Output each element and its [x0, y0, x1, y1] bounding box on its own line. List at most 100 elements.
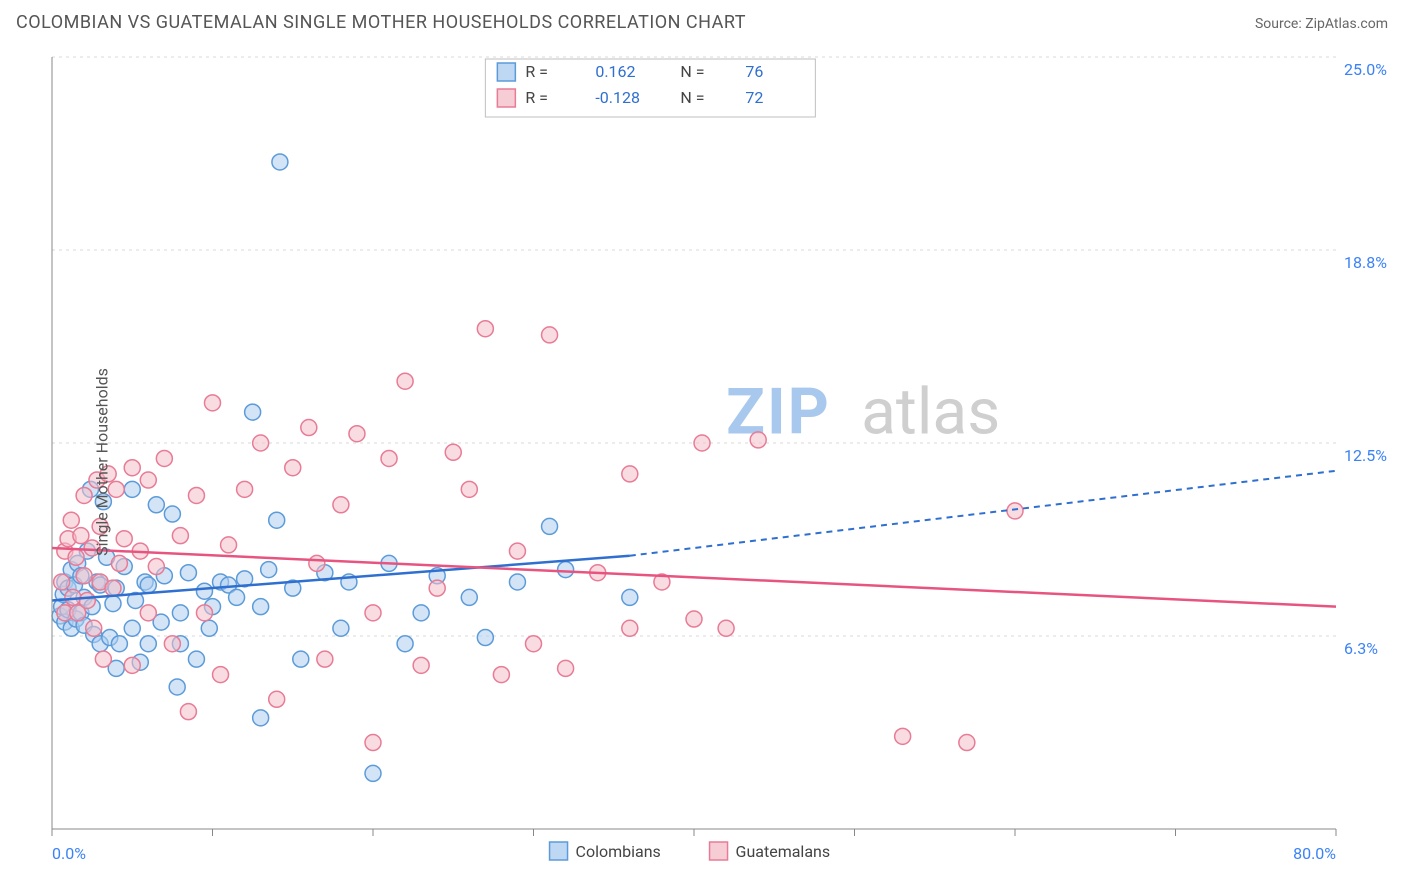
data-point — [413, 657, 429, 673]
data-point — [76, 487, 92, 503]
data-point — [694, 435, 710, 451]
data-point — [253, 710, 269, 726]
data-point — [1007, 503, 1023, 519]
data-point — [180, 704, 196, 720]
data-point — [493, 667, 509, 683]
regression-line-extension — [630, 471, 1336, 556]
data-point — [140, 472, 156, 488]
data-point — [333, 620, 349, 636]
data-point — [895, 728, 911, 744]
data-point — [285, 460, 301, 476]
legend-r-value: 0.162 — [595, 62, 635, 81]
bottom-legend-label: Guatemalans — [736, 842, 831, 861]
chart-container: Single Mother Households 6.3%12.5%18.8%2… — [0, 37, 1406, 887]
data-point — [686, 611, 702, 627]
data-point — [253, 435, 269, 451]
scatter-chart: 6.3%12.5%18.8%25.0%ZIPatlas0.0%80.0%R =0… — [0, 37, 1406, 887]
data-point — [293, 651, 309, 667]
data-point — [269, 691, 285, 707]
data-point — [542, 327, 558, 343]
data-point — [365, 765, 381, 781]
legend-r-value: -0.128 — [595, 88, 640, 107]
data-point — [172, 605, 188, 621]
data-point — [622, 589, 638, 605]
data-point — [140, 636, 156, 652]
data-point — [180, 565, 196, 581]
source-label: Source: ZipAtlas.com — [1255, 16, 1388, 32]
data-point — [196, 583, 212, 599]
legend-n-label: N = — [680, 62, 704, 81]
bottom-legend-label: Colombians — [576, 842, 661, 861]
data-point — [86, 620, 102, 636]
data-point — [111, 555, 127, 571]
x-min-label: 0.0% — [52, 844, 86, 863]
data-point — [140, 577, 156, 593]
data-point — [111, 636, 127, 652]
legend-n-value: 76 — [745, 62, 763, 81]
data-point — [477, 630, 493, 646]
data-point — [413, 605, 429, 621]
data-point — [269, 512, 285, 528]
data-point — [140, 605, 156, 621]
data-point — [124, 481, 140, 497]
bottom-legend-swatch — [710, 842, 728, 860]
data-point — [229, 589, 245, 605]
data-point — [397, 373, 413, 389]
data-point — [245, 404, 261, 420]
data-point — [124, 657, 140, 673]
data-point — [116, 531, 132, 547]
legend-n-value: 72 — [745, 88, 763, 107]
data-point — [509, 543, 525, 559]
data-point — [205, 395, 221, 411]
data-point — [309, 555, 325, 571]
y-tick-label: 12.5% — [1344, 446, 1387, 465]
data-point — [477, 321, 493, 337]
data-point — [54, 574, 70, 590]
data-point — [73, 528, 89, 544]
chart-title: COLOMBIAN VS GUATEMALAN SINGLE MOTHER HO… — [16, 12, 746, 33]
data-point — [526, 636, 542, 652]
data-point — [76, 568, 92, 584]
data-point — [381, 450, 397, 466]
data-point — [169, 679, 185, 695]
data-point — [461, 481, 477, 497]
data-point — [188, 487, 204, 503]
watermark-atlas: atlas — [861, 375, 1000, 450]
data-point — [188, 651, 204, 667]
data-point — [622, 620, 638, 636]
data-point — [365, 735, 381, 751]
legend-r-label: R = — [525, 88, 548, 107]
data-point — [349, 426, 365, 442]
data-point — [333, 497, 349, 513]
data-point — [959, 735, 975, 751]
data-point — [221, 537, 237, 553]
data-point — [68, 549, 84, 565]
data-point — [164, 636, 180, 652]
data-point — [201, 620, 217, 636]
data-point — [461, 589, 477, 605]
data-point — [272, 154, 288, 170]
data-point — [365, 605, 381, 621]
data-point — [79, 592, 95, 608]
data-point — [261, 562, 277, 578]
data-point — [148, 497, 164, 513]
data-point — [164, 506, 180, 522]
legend-swatch — [497, 63, 515, 81]
data-point — [105, 580, 121, 596]
data-point — [397, 636, 413, 652]
data-point — [237, 481, 253, 497]
data-point — [558, 660, 574, 676]
y-tick-label: 6.3% — [1344, 639, 1378, 658]
legend-swatch — [497, 89, 515, 107]
data-point — [172, 528, 188, 544]
data-point — [95, 651, 111, 667]
data-point — [63, 512, 79, 528]
data-point — [213, 667, 229, 683]
y-tick-label: 18.8% — [1344, 253, 1387, 272]
data-point — [196, 605, 212, 621]
data-point — [317, 651, 333, 667]
data-point — [509, 574, 525, 590]
data-point — [105, 596, 121, 612]
legend-n-label: N = — [680, 88, 704, 107]
bottom-legend-swatch — [550, 842, 568, 860]
